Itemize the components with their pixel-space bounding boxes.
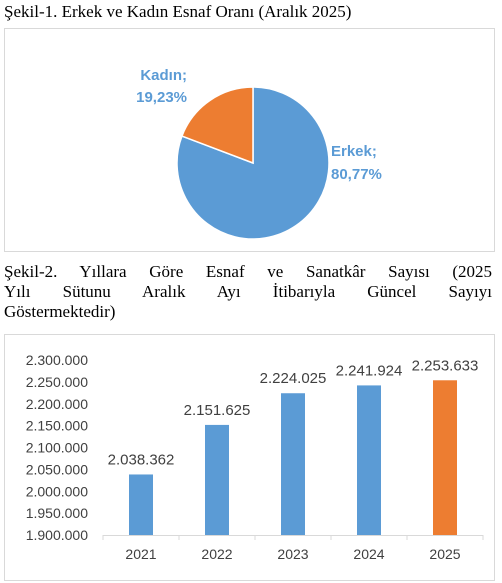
bar-2022 [205,424,229,535]
figure2-title-line-1: Şekil-2. Yıllara Göre Esnaf ve Sanatkâr … [4,262,492,281]
x-tick-label-2022: 2022 [201,546,232,562]
bar-2025 [433,380,457,535]
y-tick-label: 1.900.000 [26,527,88,543]
pie-label-name-kadın: Kadın; [140,67,187,84]
data-label-2025: 2.253.633 [412,357,479,374]
pie-chart: Erkek; 80,77% Kadın; 19,23% [136,67,382,240]
x-tick-label-2021: 2021 [125,546,156,562]
x-tick-label-2024: 2024 [353,546,384,562]
bar-2021 [129,474,153,535]
data-label-2022: 2.151.625 [184,402,251,419]
y-tick-label: 1.950.000 [26,505,88,521]
pie-slice-kadın [180,86,254,165]
figure2-title-line-3: Göstermektedir) [4,302,116,321]
y-tick-label: 2.100.000 [26,440,88,456]
y-tick-label: 2.300.000 [26,352,88,368]
pie-slice-erkek [176,86,330,240]
bar-2023 [281,393,305,535]
figure2-title-line-2: Yılı Sütunu Aralık Ayı İtibarıyla Güncel… [4,282,492,301]
figure2-title: Şekil-2. Yıllara Göre Esnaf ve Sanatkâr … [4,262,492,322]
pie-chart-panel: Erkek; 80,77% Kadın; 19,23% [4,28,495,252]
x-tick-label-2023: 2023 [277,546,308,562]
bar-chart: 1.900.000 1.950.000 2.000.000 2.050.000 2.10… [26,352,484,562]
y-tick-label: 2.050.000 [26,461,88,477]
data-label-2021: 2.038.362 [108,451,175,468]
data-label-2023: 2.224.025 [260,370,327,387]
data-label-2024: 2.241.924 [336,362,403,379]
y-tick-label: 2.000.000 [26,483,88,499]
y-tick-label: 2.250.000 [26,374,88,390]
y-tick-label: 2.150.000 [26,418,88,434]
pie-label-name-erkek: Erkek; [331,143,377,160]
pie-label-value-erkek: 80,77% [331,166,382,183]
x-tick-label-2025: 2025 [429,546,460,562]
figure1-title: Şekil-1. Erkek ve Kadın Esnaf Oranı (Ara… [4,2,352,21]
bar-chart-panel: 1.900.000 1.950.000 2.000.000 2.050.000 2.10… [4,334,495,581]
y-tick-label: 2.200.000 [26,396,88,412]
pie-label-value-kadın: 19,23% [136,89,187,106]
bar-2024 [357,385,381,535]
